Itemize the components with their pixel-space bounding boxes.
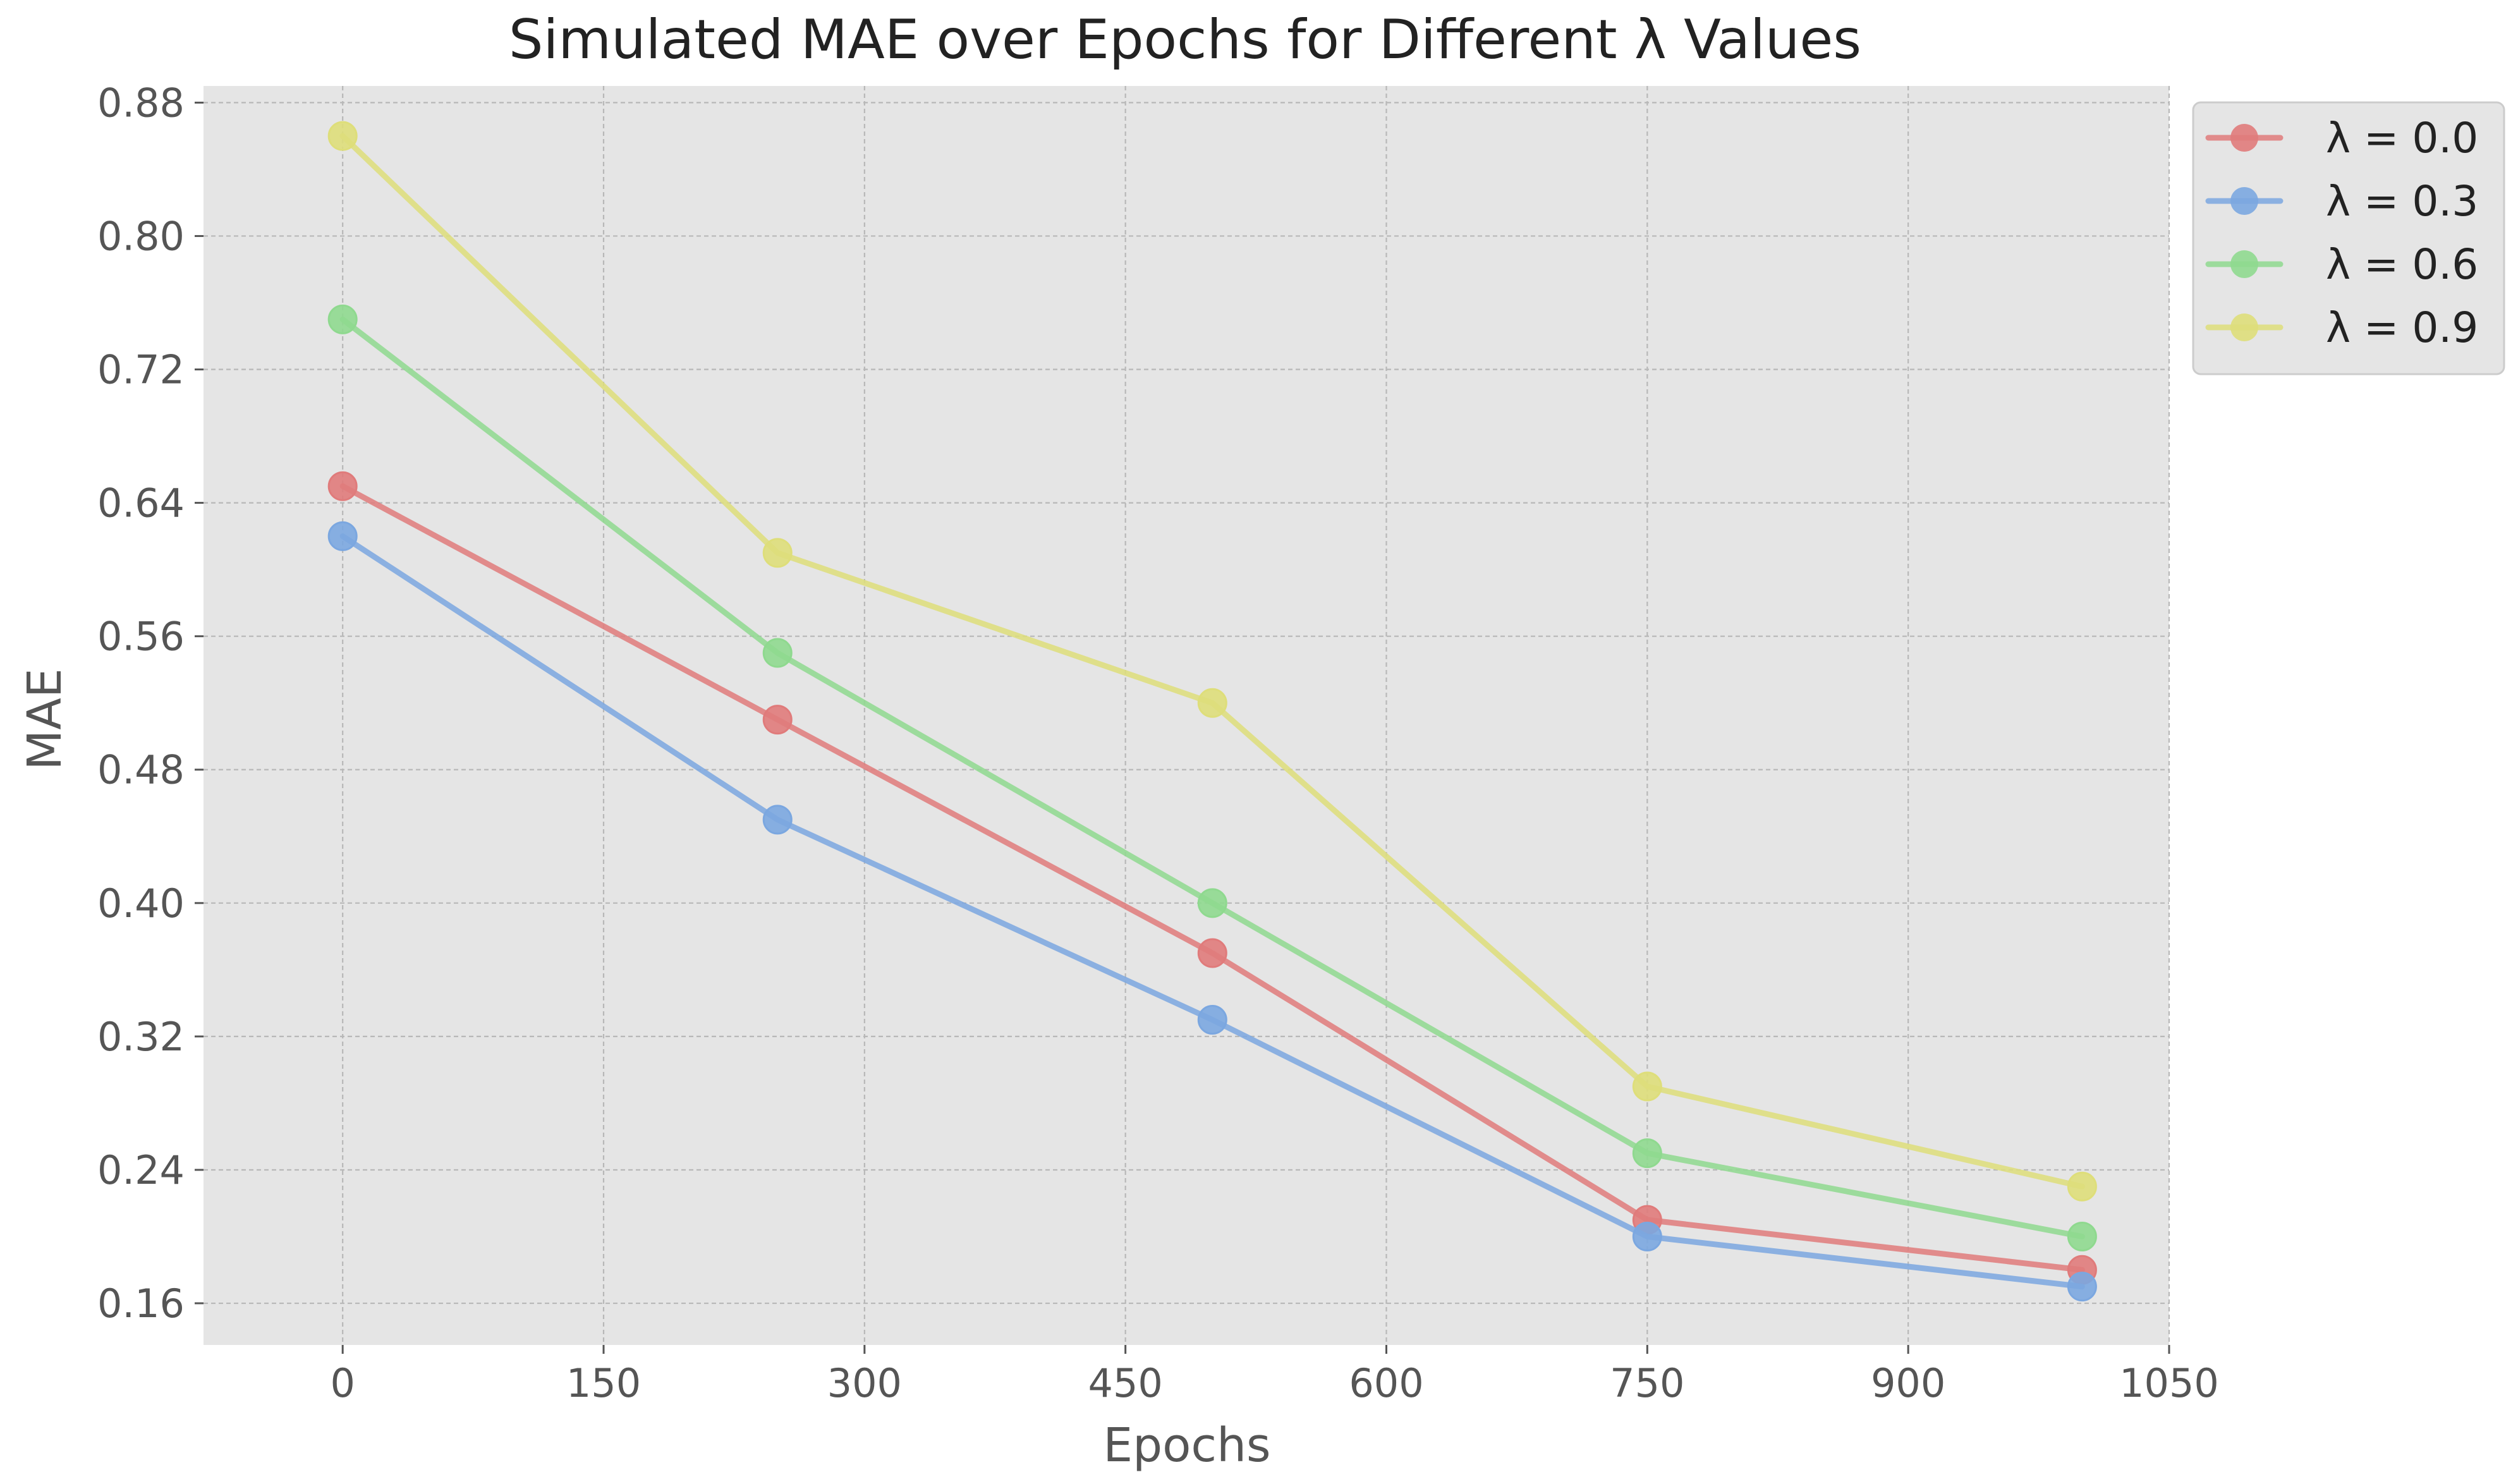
legend-entry: λ = 0.0 bbox=[2205, 114, 2478, 162]
y-tick-label: 0.48 bbox=[97, 747, 185, 793]
data-point bbox=[327, 521, 358, 551]
x-tick-label: 150 bbox=[566, 1360, 641, 1406]
data-point bbox=[1197, 888, 1227, 918]
y-tick-label: 0.64 bbox=[97, 480, 185, 526]
plot-area bbox=[204, 86, 2169, 1345]
legend-label: λ = 0.9 bbox=[2326, 303, 2478, 352]
axes: 0 150 300 450 600 750 900 1050 0.16 0.24 0.32 0.40 0… bbox=[97, 80, 2219, 1406]
legend-marker bbox=[2230, 187, 2258, 215]
data-point bbox=[762, 805, 793, 835]
series-4 bbox=[327, 121, 2097, 1201]
legend-label: λ = 0.0 bbox=[2326, 114, 2478, 162]
x-tick-label: 600 bbox=[1349, 1360, 1423, 1406]
data-point bbox=[1197, 1005, 1227, 1035]
x-axis-label: Epochs bbox=[1103, 1418, 1270, 1473]
legend-entry: λ = 0.6 bbox=[2205, 240, 2478, 289]
series-layer bbox=[327, 121, 2097, 1302]
y-tick-label: 0.32 bbox=[97, 1014, 185, 1060]
legend-marker bbox=[2230, 124, 2258, 152]
y-tick-label: 0.80 bbox=[97, 213, 185, 259]
legend: λ = 0.0 λ = 0.3 λ = 0.6 λ = 0.9 bbox=[2192, 101, 2505, 375]
chart-title: Simulated MAE over Epochs for Different … bbox=[509, 8, 1861, 71]
data-point bbox=[762, 638, 793, 668]
data-point bbox=[762, 538, 793, 568]
legend-box bbox=[2192, 101, 2505, 375]
legend-label: λ = 0.3 bbox=[2326, 177, 2478, 226]
x-tick-label: 300 bbox=[827, 1360, 902, 1406]
data-point bbox=[2067, 1222, 2097, 1252]
series-3 bbox=[327, 304, 2097, 1252]
data-point bbox=[327, 304, 358, 334]
y-tick-label: 0.56 bbox=[97, 614, 185, 660]
x-tick-label: 450 bbox=[1088, 1360, 1163, 1406]
data-point bbox=[1197, 938, 1227, 968]
legend-entry: λ = 0.9 bbox=[2205, 303, 2478, 352]
series-2 bbox=[327, 521, 2097, 1302]
legend-marker bbox=[2230, 313, 2258, 341]
data-point bbox=[327, 121, 358, 151]
y-tick-label: 0.72 bbox=[97, 347, 185, 393]
data-point bbox=[1197, 688, 1227, 718]
x-tick-label: 0 bbox=[330, 1360, 355, 1406]
data-point bbox=[2067, 1171, 2097, 1201]
x-tick-label: 1050 bbox=[2119, 1360, 2219, 1406]
x-tick-label: 750 bbox=[1610, 1360, 1684, 1406]
y-axis-label: MAE bbox=[18, 668, 72, 770]
data-point bbox=[1632, 1222, 1662, 1252]
y-tick-label: 0.24 bbox=[97, 1147, 185, 1193]
y-tick-label: 0.88 bbox=[97, 80, 185, 126]
legend-label: λ = 0.6 bbox=[2326, 240, 2478, 289]
grid-lines bbox=[204, 86, 2170, 1345]
legend-marker bbox=[2230, 250, 2258, 278]
x-tick-label: 900 bbox=[1871, 1360, 1945, 1406]
y-tick-label: 0.16 bbox=[97, 1280, 185, 1327]
data-point bbox=[1632, 1138, 1662, 1169]
data-point bbox=[327, 471, 358, 501]
y-tick-label: 0.40 bbox=[97, 880, 185, 927]
data-point bbox=[1632, 1071, 1662, 1102]
legend-entry: λ = 0.3 bbox=[2205, 177, 2478, 226]
data-point bbox=[762, 705, 793, 735]
data-point bbox=[2067, 1272, 2097, 1302]
